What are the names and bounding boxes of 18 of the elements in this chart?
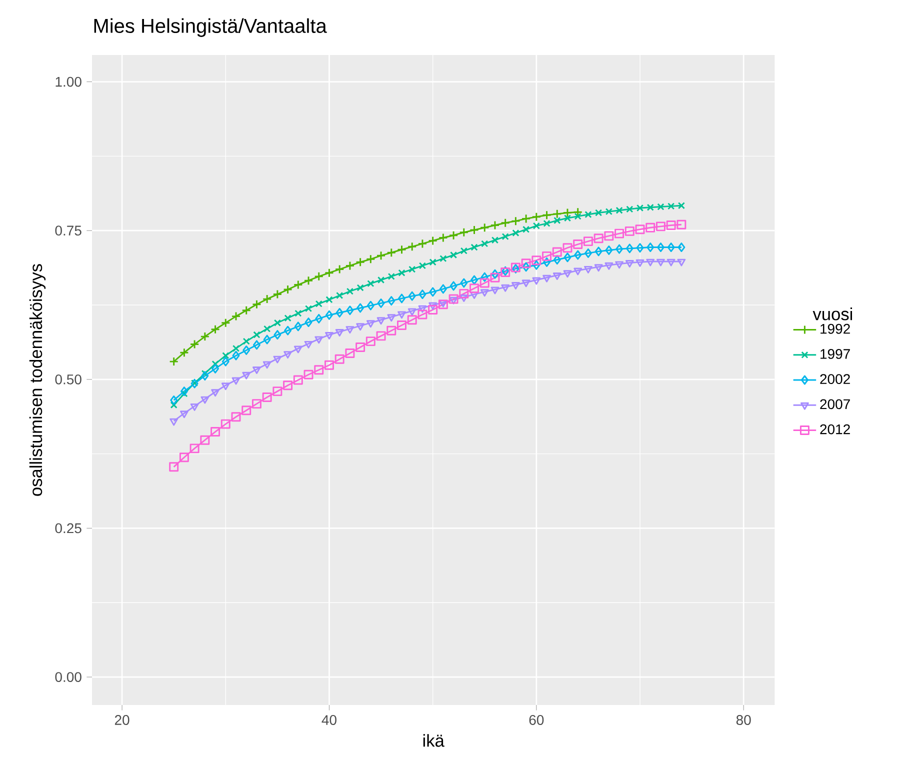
x-tick-label: 20	[114, 715, 130, 725]
y-tick-label: 0.25	[55, 523, 82, 534]
x-tick-label: 40	[322, 715, 336, 725]
x-tick-label: 60	[529, 715, 544, 725]
legend-label: 2012	[820, 424, 850, 434]
y-tick-label: 0.50	[55, 374, 82, 384]
legend-label: 1992	[820, 324, 850, 334]
legend-title: vuosi	[812, 308, 852, 320]
y-tick-label: 0.00	[55, 672, 82, 682]
legend-label: 2007	[820, 399, 850, 410]
legend-label: 1997	[820, 349, 850, 359]
x-tick-label: 80	[736, 715, 751, 725]
y-axis-title: osallistumisen todennäköisyys	[29, 264, 46, 496]
x-axis-title: ikä	[423, 734, 444, 747]
legend-label: 2002	[820, 374, 850, 384]
y-tick-label: 1.00	[56, 76, 82, 87]
chart-title: Mies Helsingistä/Vantaalta	[94, 18, 327, 37]
y-tick-label: 0.75	[55, 226, 82, 236]
